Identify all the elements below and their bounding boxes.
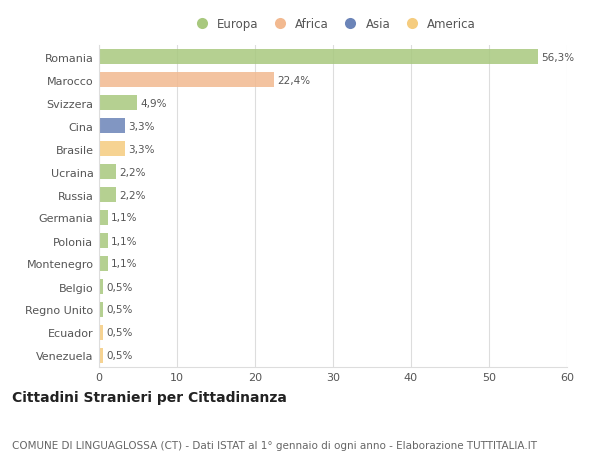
Bar <box>99 73 274 88</box>
Bar <box>99 325 103 340</box>
Bar <box>99 211 107 225</box>
Bar <box>99 280 103 294</box>
Text: 1,1%: 1,1% <box>111 259 137 269</box>
Text: 1,1%: 1,1% <box>111 236 137 246</box>
Text: 0,5%: 0,5% <box>106 351 133 361</box>
Legend: Europa, Africa, Asia, America: Europa, Africa, Asia, America <box>188 16 478 34</box>
Bar <box>99 302 103 317</box>
Text: 2,2%: 2,2% <box>119 190 146 200</box>
Text: 1,1%: 1,1% <box>111 213 137 223</box>
Bar <box>99 234 107 248</box>
Text: COMUNE DI LINGUAGLOSSA (CT) - Dati ISTAT al 1° gennaio di ogni anno - Elaborazio: COMUNE DI LINGUAGLOSSA (CT) - Dati ISTAT… <box>12 440 537 450</box>
Text: 4,9%: 4,9% <box>140 98 167 108</box>
Text: 0,5%: 0,5% <box>106 328 133 338</box>
Bar <box>99 50 538 65</box>
Bar <box>99 165 116 179</box>
Text: 22,4%: 22,4% <box>277 75 310 85</box>
Bar <box>99 142 125 157</box>
Bar <box>99 188 116 202</box>
Text: 56,3%: 56,3% <box>541 52 574 62</box>
Bar <box>99 119 125 134</box>
Text: 3,3%: 3,3% <box>128 144 154 154</box>
Text: 3,3%: 3,3% <box>128 121 154 131</box>
Text: 0,5%: 0,5% <box>106 282 133 292</box>
Bar <box>99 348 103 363</box>
Text: Cittadini Stranieri per Cittadinanza: Cittadini Stranieri per Cittadinanza <box>12 390 287 404</box>
Bar <box>99 257 107 271</box>
Text: 2,2%: 2,2% <box>119 167 146 177</box>
Text: 0,5%: 0,5% <box>106 305 133 315</box>
Bar <box>99 96 137 111</box>
